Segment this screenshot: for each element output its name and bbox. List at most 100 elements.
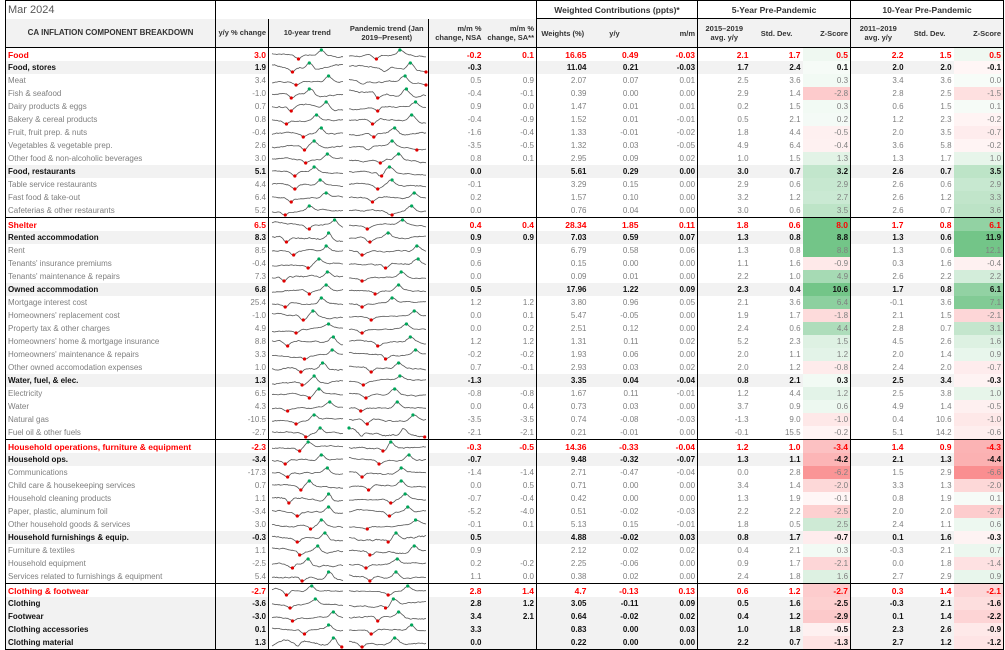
contrib-yy: 0.21 bbox=[588, 61, 641, 74]
z-score-5y: 1.3 bbox=[802, 152, 852, 165]
pandemic-trend-sparkline bbox=[345, 453, 429, 466]
col-z-10y: Z-Score bbox=[953, 18, 1005, 48]
avg-10y: 1.5 bbox=[892, 467, 904, 477]
pandemic-sparkline bbox=[348, 531, 426, 544]
component-label: Table service restaurants bbox=[5, 178, 216, 191]
trend-line bbox=[271, 205, 344, 216]
trend-min-marker bbox=[290, 619, 295, 623]
contrib-mm: 0.00 bbox=[640, 87, 699, 100]
std-5y: 2.1 bbox=[789, 545, 801, 555]
pandemic-trend-sparkline bbox=[345, 322, 429, 335]
trend-max-marker bbox=[387, 165, 391, 169]
trend-line bbox=[271, 62, 344, 73]
component-label: Mortgage interest cost bbox=[5, 296, 216, 309]
mm-sa bbox=[483, 544, 537, 557]
yy-change: 0.7 bbox=[215, 100, 269, 113]
trend-line bbox=[271, 375, 344, 386]
contrib-mm: -0.03 bbox=[640, 61, 699, 74]
mm-nsa: -5.2 bbox=[467, 506, 482, 516]
avg-10y: 0.3 bbox=[892, 258, 904, 268]
trend-max-marker bbox=[410, 413, 415, 417]
mm-nsa: -0.2 bbox=[428, 47, 484, 61]
z-score-5y: 0.3 bbox=[802, 74, 852, 87]
trend-line bbox=[271, 611, 344, 622]
trend-max-marker bbox=[396, 361, 400, 365]
table-row: Other owned accomodation expenses 1.0 0.7-… bbox=[5, 361, 1005, 374]
yy-change: 8.8 bbox=[215, 335, 269, 348]
weight: 2.51 bbox=[570, 323, 587, 333]
col-contrib-mm: m/m bbox=[640, 18, 699, 48]
trend-line bbox=[348, 323, 426, 334]
std-5y: 1.6 bbox=[789, 258, 801, 268]
contrib-yy: 0.09 bbox=[622, 153, 639, 163]
contrib-yy: 0.02 bbox=[622, 571, 639, 581]
pandemic-sparkline bbox=[348, 361, 426, 374]
weight: 0.64 bbox=[536, 610, 589, 623]
trend-min-marker bbox=[301, 318, 305, 322]
contrib-mm: 0.00 bbox=[640, 322, 699, 335]
mm-nsa: -0.8 bbox=[467, 388, 482, 398]
pandemic-sparkline bbox=[348, 453, 426, 466]
mm-sa: -0.2 bbox=[483, 348, 537, 361]
std-5y: 1.2 bbox=[750, 583, 803, 597]
trend-max-marker bbox=[396, 152, 400, 156]
ten-year-sparkline bbox=[272, 400, 344, 413]
trend-line bbox=[348, 166, 426, 177]
yy-change: -2.5 bbox=[215, 557, 269, 570]
pandemic-trend-sparkline bbox=[345, 557, 429, 570]
ten-year-sparkline bbox=[271, 623, 344, 636]
trend-max-marker bbox=[412, 544, 416, 548]
trend-line bbox=[271, 336, 344, 347]
mm-nsa: 3.3 bbox=[428, 623, 484, 636]
trend-max-marker bbox=[331, 610, 335, 614]
ten-year-trend-sparkline bbox=[268, 544, 346, 557]
contrib-yy: 0.00 bbox=[622, 480, 639, 490]
trend-min-marker bbox=[289, 109, 293, 113]
contrib-yy: 0.00 bbox=[588, 636, 641, 650]
z-score-5y: 2.9 bbox=[802, 178, 852, 191]
weight: 17.96 bbox=[536, 283, 589, 296]
trend-max-marker bbox=[306, 440, 310, 444]
ten-year-sparkline bbox=[271, 348, 344, 361]
contrib-mm: -0.04 bbox=[640, 374, 699, 387]
trend-min-marker bbox=[301, 135, 305, 139]
mm-nsa: 0.0 bbox=[470, 205, 482, 215]
ten-year-sparkline bbox=[271, 296, 344, 309]
trend-min-marker bbox=[369, 632, 373, 636]
subgroup-row: Owned accommodation 6.8 0.5 17.96 1.22 0.09 2.… bbox=[5, 283, 1005, 296]
subgroup-row: Household furnishings & equip. -0.3 0.5 4.8… bbox=[5, 531, 1005, 544]
z-score-5y: -6.2 bbox=[802, 466, 852, 479]
trend-min-marker bbox=[359, 253, 364, 257]
trend-min-marker bbox=[283, 213, 287, 217]
section-row: Household operations, furniture & equipm… bbox=[5, 439, 1005, 453]
table-row: Homeowners' home & mortgage insurance 8.8… bbox=[5, 335, 1005, 348]
contrib-mm: -0.03 bbox=[640, 413, 699, 426]
z-score-5y: 3.2 bbox=[802, 165, 852, 178]
std-5y: 1.7 bbox=[789, 310, 801, 320]
mm-nsa: -0.7 bbox=[467, 493, 482, 503]
pandemic-trend-sparkline bbox=[345, 100, 429, 113]
mm-sa: 0.5 bbox=[483, 479, 537, 492]
trend-line bbox=[348, 467, 426, 478]
ten-year-trend-sparkline bbox=[268, 296, 346, 309]
ten-year-trend-sparkline bbox=[268, 217, 346, 231]
contrib-yy: -0.01 bbox=[620, 427, 639, 437]
trend-line bbox=[348, 480, 426, 491]
avg-10y: 3.3 bbox=[892, 480, 904, 490]
mm-sa: -1.4 bbox=[483, 466, 537, 479]
z-score-5y: -0.9 bbox=[802, 257, 852, 270]
pandemic-trend-sparkline bbox=[345, 636, 429, 650]
pandemic-sparkline bbox=[348, 557, 426, 570]
z-score-10y: -1.6 bbox=[953, 597, 1005, 610]
contrib-yy: 1.85 bbox=[588, 217, 641, 231]
trend-max-marker bbox=[393, 570, 398, 574]
ten-year-trend-sparkline bbox=[268, 335, 346, 348]
table-row: Fast food & take-out 6.4 0.2 1.57 0.10 0.00 3.… bbox=[5, 191, 1005, 204]
avg-10y: 2.7 bbox=[892, 571, 904, 581]
trend-line bbox=[271, 219, 344, 230]
trend-line bbox=[271, 127, 344, 138]
trend-line bbox=[348, 624, 426, 635]
std-10y: 1.8 bbox=[940, 558, 952, 568]
trend-max-marker bbox=[399, 466, 403, 470]
std-10y: 3.8 bbox=[940, 388, 952, 398]
